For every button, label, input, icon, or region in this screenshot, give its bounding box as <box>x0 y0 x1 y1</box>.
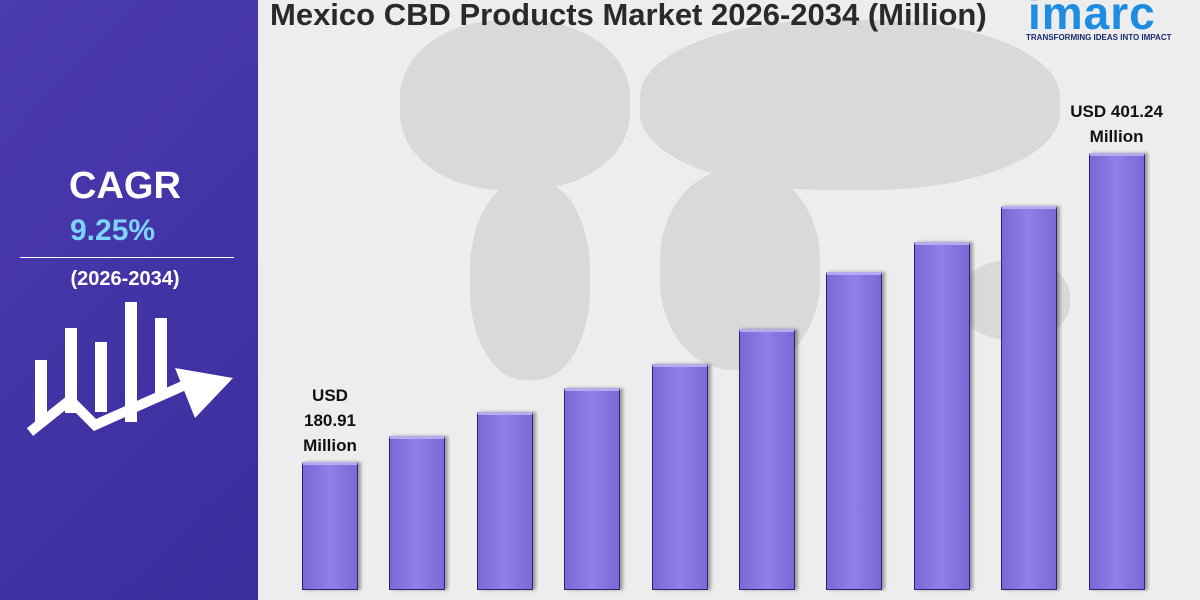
bar <box>302 462 358 590</box>
map-shape <box>400 20 630 190</box>
bar <box>826 271 883 590</box>
cagr-label: CAGR <box>69 165 181 207</box>
bar <box>389 435 446 590</box>
logo-tagline: TRANSFORMING IDEAS INTO IMPACT <box>1026 33 1172 42</box>
value-label: USD 180.91 Million <box>303 386 357 456</box>
cagr-value: 9.25% <box>70 214 156 247</box>
cagr-period: (2026-2034) <box>70 268 180 290</box>
chart-title: Mexico CBD Products Market 2026-2034 (Mi… <box>270 0 987 32</box>
growth-icon <box>26 302 233 436</box>
bar <box>476 411 533 590</box>
value-label: USD 401.24 Million <box>1070 102 1163 147</box>
bar <box>739 329 795 590</box>
logo: imarc <box>1028 0 1156 39</box>
map-shape <box>470 180 590 380</box>
bar <box>1088 153 1145 590</box>
bar <box>1001 205 1058 590</box>
bar <box>651 364 708 590</box>
sidebar: CAGR 9.25% (2026-2034) <box>0 0 258 600</box>
bar <box>564 387 621 590</box>
divider <box>20 257 234 258</box>
bar <box>913 242 970 590</box>
map-shape <box>640 20 1060 190</box>
